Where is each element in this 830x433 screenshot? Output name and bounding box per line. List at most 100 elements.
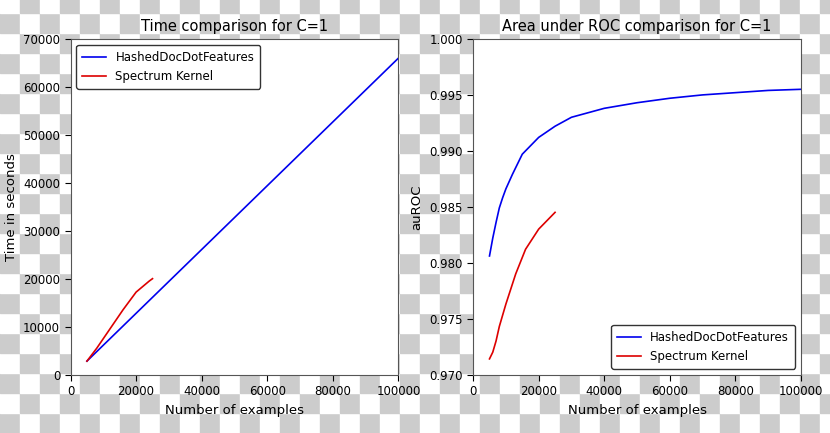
Bar	[820, 293, 830, 313]
Bar	[300, 0, 320, 13]
Bar	[220, 393, 240, 413]
Bar	[620, 273, 640, 293]
Bar	[400, 393, 420, 413]
Bar	[320, 33, 340, 53]
Bar	[340, 173, 360, 193]
Bar	[520, 313, 540, 333]
Bar	[380, 133, 400, 153]
Bar	[0, 193, 20, 213]
Bar	[560, 73, 580, 93]
Bar	[420, 0, 440, 13]
Bar	[800, 213, 820, 233]
Bar	[660, 273, 680, 293]
Bar	[400, 73, 420, 93]
Bar	[80, 253, 100, 273]
Bar	[200, 353, 220, 373]
Bar	[540, 193, 560, 213]
Bar	[760, 133, 780, 153]
Bar	[520, 13, 540, 33]
Bar	[500, 33, 520, 53]
Bar	[480, 153, 500, 173]
Bar	[520, 413, 540, 433]
Bar	[460, 393, 480, 413]
Bar	[520, 173, 540, 193]
Bar	[460, 53, 480, 73]
Bar	[500, 133, 520, 153]
Bar	[340, 73, 360, 93]
Bar	[140, 0, 160, 13]
Bar	[60, 53, 80, 73]
Bar	[720, 33, 740, 53]
Bar	[720, 0, 740, 13]
Bar	[760, 213, 780, 233]
Bar	[740, 293, 760, 313]
Bar	[400, 113, 420, 133]
Bar	[280, 233, 300, 253]
Bar	[320, 353, 340, 373]
Bar	[520, 373, 540, 393]
Bar	[680, 353, 700, 373]
Bar	[400, 353, 420, 373]
Bar	[580, 253, 600, 273]
Bar	[600, 113, 620, 133]
Bar	[320, 333, 340, 353]
Bar	[720, 413, 740, 433]
Bar	[600, 313, 620, 333]
Bar	[140, 33, 160, 53]
Bar	[20, 0, 40, 13]
Bar	[540, 353, 560, 373]
Bar	[540, 13, 560, 33]
Bar	[380, 53, 400, 73]
Bar	[220, 0, 240, 13]
Bar	[20, 33, 40, 53]
Bar	[240, 93, 260, 113]
Bar	[200, 393, 220, 413]
Bar	[500, 253, 520, 273]
Bar	[160, 113, 180, 133]
Bar	[180, 33, 200, 53]
Bar	[320, 53, 340, 73]
Bar	[40, 233, 60, 253]
Bar	[740, 33, 760, 53]
Bar	[740, 93, 760, 113]
Bar	[460, 213, 480, 233]
Bar	[360, 93, 380, 113]
Bar	[320, 293, 340, 313]
Bar	[60, 113, 80, 133]
Bar	[800, 13, 820, 33]
Bar	[720, 253, 740, 273]
Bar	[800, 293, 820, 313]
Bar	[20, 413, 40, 433]
Bar	[180, 133, 200, 153]
Bar	[580, 353, 600, 373]
Bar	[40, 273, 60, 293]
Bar	[360, 233, 380, 253]
Bar	[340, 213, 360, 233]
Bar	[660, 153, 680, 173]
Bar	[460, 73, 480, 93]
Bar	[260, 93, 280, 113]
Bar	[160, 153, 180, 173]
Bar	[240, 393, 260, 413]
Bar	[660, 253, 680, 273]
Bar	[520, 333, 540, 353]
Bar	[100, 233, 120, 253]
Bar	[700, 313, 720, 333]
Bar	[460, 253, 480, 273]
Bar	[580, 173, 600, 193]
Bar	[780, 153, 800, 173]
Bar	[640, 73, 660, 93]
Bar	[680, 193, 700, 213]
Bar	[600, 93, 620, 113]
Bar	[540, 93, 560, 113]
Bar	[40, 153, 60, 173]
Bar	[260, 293, 280, 313]
Bar	[40, 93, 60, 113]
Bar	[40, 13, 60, 33]
Bar	[420, 93, 440, 113]
Bar	[20, 393, 40, 413]
Bar	[480, 333, 500, 353]
Bar	[200, 293, 220, 313]
Bar	[120, 173, 140, 193]
Bar	[260, 233, 280, 253]
